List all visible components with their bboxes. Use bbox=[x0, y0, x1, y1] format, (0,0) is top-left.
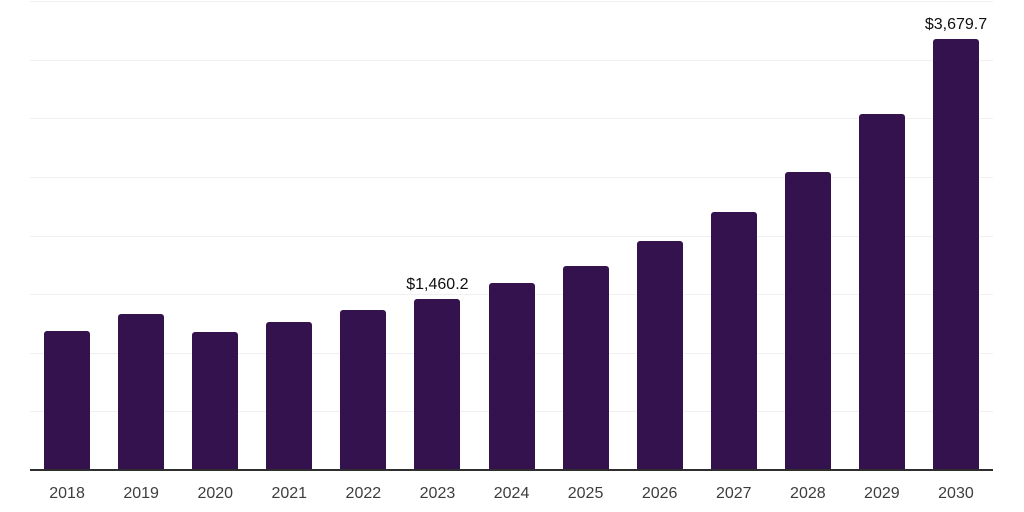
bar-2026 bbox=[636, 240, 683, 470]
bar-value-label-2023: $1,460.2 bbox=[406, 275, 469, 293]
bar-2027 bbox=[710, 212, 757, 470]
x-tick-label-2029: 2029 bbox=[864, 485, 900, 502]
x-tick-label-2026: 2026 bbox=[641, 485, 678, 502]
bar-2029 bbox=[858, 114, 905, 470]
x-tick-label-2023: 2023 bbox=[419, 485, 456, 502]
bar-2030 bbox=[933, 38, 979, 470]
bar-2028 bbox=[784, 171, 831, 470]
x-tick-label-2027: 2027 bbox=[715, 485, 752, 502]
gridline-2500 bbox=[30, 176, 993, 178]
gridline-4000 bbox=[30, 1, 993, 2]
x-tick-label-2020: 2020 bbox=[197, 485, 234, 502]
x-tick-label-2030: 2030 bbox=[938, 485, 974, 502]
bar-2019 bbox=[118, 313, 165, 470]
bar-2021 bbox=[266, 322, 313, 470]
x-tick-label-2025: 2025 bbox=[567, 485, 604, 502]
bar-2025 bbox=[562, 265, 609, 470]
gridline-2000 bbox=[30, 235, 993, 237]
x-tick-label-2028: 2028 bbox=[790, 485, 826, 502]
x-tick-label-2019: 2019 bbox=[123, 485, 159, 502]
bar-2022 bbox=[340, 310, 387, 470]
bar-2020 bbox=[192, 331, 239, 470]
bar-2018 bbox=[44, 330, 90, 470]
bar-2024 bbox=[488, 282, 535, 470]
x-tick-label-2024: 2024 bbox=[493, 485, 530, 502]
x-tick-label-2021: 2021 bbox=[271, 485, 308, 502]
x-axis-line bbox=[30, 469, 993, 471]
bar-2023 bbox=[414, 298, 461, 470]
gridline-3500 bbox=[30, 59, 993, 61]
gridline-3000 bbox=[30, 118, 993, 120]
x-tick-label-2018: 2018 bbox=[49, 485, 85, 502]
bar-value-label-2030: $3,679.7 bbox=[924, 15, 988, 33]
x-tick-label-2022: 2022 bbox=[345, 485, 382, 502]
